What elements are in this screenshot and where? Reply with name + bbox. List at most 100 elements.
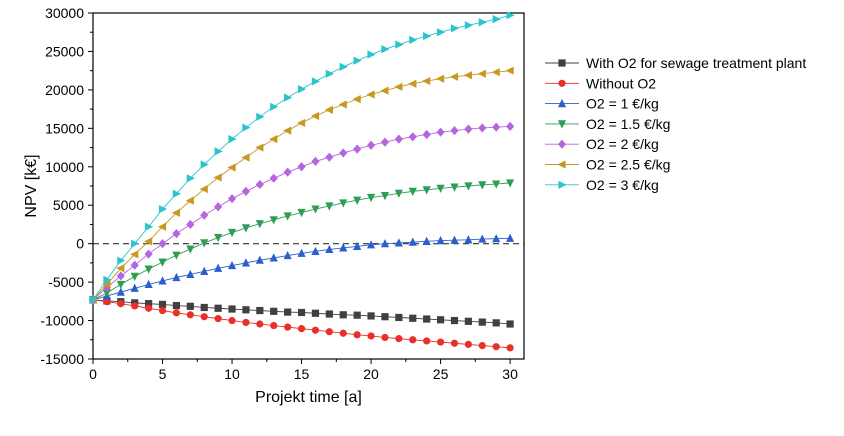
data-point xyxy=(381,313,389,321)
data-point xyxy=(492,180,501,189)
series-5 xyxy=(88,66,514,304)
data-point xyxy=(436,338,445,346)
data-point xyxy=(367,50,376,59)
data-point xyxy=(158,239,167,249)
data-point xyxy=(325,152,334,162)
data-point xyxy=(408,132,417,142)
data-point xyxy=(130,250,139,259)
data-point xyxy=(463,71,472,80)
axes-group: 0 5 10 15 20 25 30 30000 25000 20000 15000 10000 500… xyxy=(40,5,525,382)
data-point xyxy=(325,69,334,78)
data-point xyxy=(172,251,181,260)
data-point xyxy=(214,233,223,243)
legend-label: O2 = 2 €/kg xyxy=(586,136,659,152)
data-point xyxy=(394,82,403,91)
data-point xyxy=(297,308,306,317)
data-point xyxy=(227,228,237,238)
data-point xyxy=(200,160,209,169)
data-point xyxy=(200,239,209,248)
plot-frame xyxy=(92,12,525,360)
data-point xyxy=(103,275,112,284)
data-point xyxy=(492,343,500,351)
data-point xyxy=(158,300,167,309)
data-point xyxy=(284,93,293,102)
data-point xyxy=(478,341,486,350)
data-point xyxy=(366,140,376,150)
data-point xyxy=(172,272,181,282)
legend-marker xyxy=(557,160,566,169)
data-point xyxy=(436,184,445,193)
data-point xyxy=(423,315,431,323)
y-tick-label-2: 20000 xyxy=(45,82,84,98)
x-tick-label-6: 30 xyxy=(502,366,518,382)
series-group xyxy=(88,11,515,352)
y-tick-label-5: 5000 xyxy=(53,197,84,213)
data-point xyxy=(395,40,404,49)
data-point xyxy=(353,144,362,154)
series-0 xyxy=(89,296,514,328)
data-point xyxy=(380,239,390,248)
data-point xyxy=(158,204,168,214)
data-point xyxy=(172,301,181,310)
data-point xyxy=(477,69,486,78)
data-point xyxy=(338,100,347,109)
data-point xyxy=(116,280,125,290)
data-point xyxy=(186,245,195,254)
data-point xyxy=(381,45,390,54)
data-point xyxy=(242,123,251,132)
data-point xyxy=(506,320,514,328)
data-point xyxy=(241,186,251,196)
legend-label: O2 = 2.5 €/kg xyxy=(586,157,670,173)
data-point xyxy=(394,189,403,198)
data-point xyxy=(394,134,403,144)
data-point xyxy=(214,304,222,312)
data-point xyxy=(492,319,500,327)
data-point xyxy=(422,76,431,86)
data-point xyxy=(144,237,153,246)
data-point xyxy=(297,248,306,257)
data-point xyxy=(506,11,515,20)
data-point xyxy=(131,302,139,310)
data-point xyxy=(366,240,376,249)
data-point xyxy=(130,260,139,270)
legend: With O2 for sewage treatment plant Withou… xyxy=(545,55,806,193)
data-point xyxy=(185,196,194,205)
data-point xyxy=(339,311,347,319)
data-point xyxy=(478,234,487,243)
legend-marker xyxy=(558,79,566,87)
data-point xyxy=(269,216,278,225)
legend-item-5: O2 = 2.5 €/kg xyxy=(545,157,670,173)
data-point xyxy=(311,246,320,255)
legend-item-4: O2 = 2 €/kg xyxy=(545,136,659,152)
legend-item-1: Without O2 xyxy=(545,75,656,91)
data-point xyxy=(117,300,125,308)
data-point xyxy=(158,306,167,315)
data-point xyxy=(186,174,195,183)
legend-item-2: O2 = 1 €/kg xyxy=(545,96,659,112)
data-point xyxy=(325,310,333,318)
data-point xyxy=(464,235,473,244)
data-point xyxy=(408,79,417,88)
data-point xyxy=(380,137,390,147)
legend-label: O2 = 1 €/kg xyxy=(586,96,659,112)
data-point xyxy=(270,321,278,330)
data-point xyxy=(408,187,417,196)
data-point xyxy=(464,124,473,134)
legend-item-3: O2 = 1.5 €/kg xyxy=(545,116,670,132)
data-point xyxy=(325,244,334,254)
data-point xyxy=(311,205,320,214)
data-point xyxy=(145,300,153,308)
data-point xyxy=(464,21,473,30)
data-point xyxy=(255,220,264,229)
data-point xyxy=(242,318,250,327)
data-point xyxy=(423,31,432,41)
data-point xyxy=(381,333,389,342)
data-point xyxy=(408,237,417,246)
series-4 xyxy=(88,121,515,305)
data-point xyxy=(228,305,236,313)
data-point xyxy=(200,210,209,220)
data-point xyxy=(158,276,167,285)
data-point xyxy=(505,66,514,75)
data-point xyxy=(380,192,390,201)
x-tick-label-3: 15 xyxy=(294,366,310,382)
